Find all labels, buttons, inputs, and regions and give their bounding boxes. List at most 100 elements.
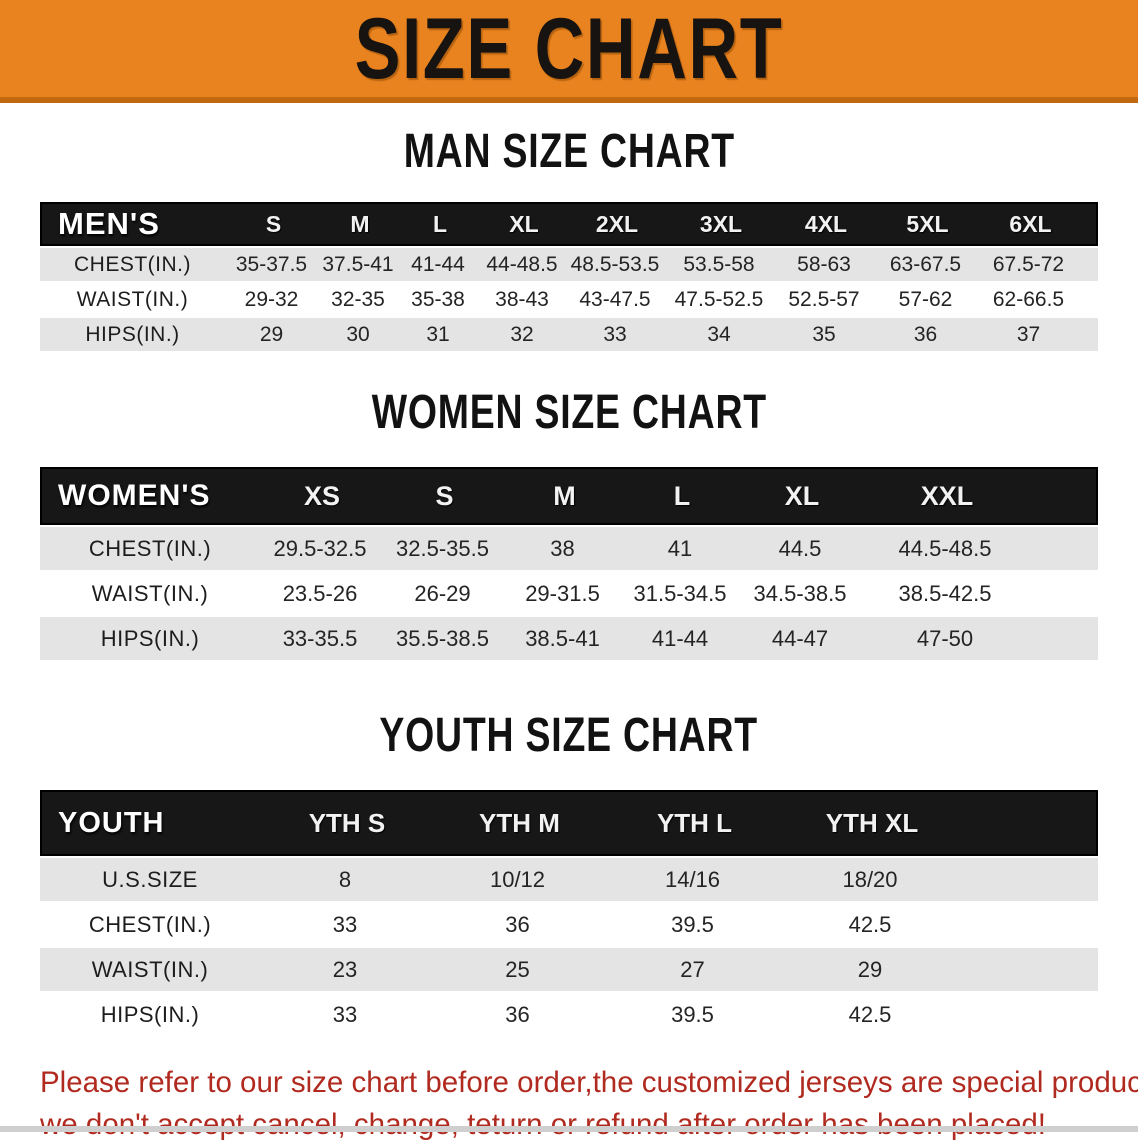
table-cell: 48.5-53.5 [570, 252, 660, 276]
men-section-heading-text: MAN SIZE CHART [403, 125, 735, 178]
row-label: HIPS(IN.) [85, 322, 180, 346]
men-size-table: MEN'S S M L XL 2XL 3XL 4XL 5XL 6XL CHEST(IN.) 35-37… [40, 202, 1098, 351]
row-label: CHEST(IN.) [88, 911, 212, 937]
table-cell: 32-35 [331, 287, 385, 311]
column-header: YTH S [308, 807, 386, 838]
table-cell: 10/12 [489, 866, 546, 892]
column-header: M [350, 210, 370, 237]
row-label: WAIST(IN.) [91, 580, 209, 606]
table-header-row: WOMEN'S XS S M L XL XXL [40, 467, 1098, 525]
table-row: HIPS(IN.) 29 30 31 32 33 34 35 36 37 [40, 318, 1098, 351]
column-header: XL [784, 480, 820, 511]
table-cell: 41-44 [411, 252, 465, 276]
table-cell: 41 [667, 535, 693, 561]
table-cell: 39.5 [671, 1001, 714, 1027]
table-cell: 35-37.5 [235, 252, 308, 276]
table-cell: 33 [603, 322, 627, 346]
table-cell: 30 [346, 322, 370, 346]
footer-note-line1: Please refer to our size chart before or… [40, 1066, 1138, 1099]
column-header: YTH L [656, 807, 733, 838]
women-size-table: WOMEN'S XS S M L XL XXL CHEST(IN.) 29.5-32.5 32.5… [40, 467, 1098, 660]
table-cell: 44.5 [778, 535, 822, 561]
table-cell: 53.5-58 [683, 252, 755, 276]
table-cell: 39.5 [671, 911, 714, 937]
table-row: HIPS(IN.) 33 36 39.5 42.5 [40, 993, 1098, 1036]
table-cell: 31 [426, 322, 450, 346]
bottom-strip [0, 1126, 1138, 1132]
table-cell: 62-66.5 [992, 287, 1065, 311]
table-cell: 57-62 [898, 287, 953, 311]
men-section-heading: MAN SIZE CHART [0, 103, 1138, 176]
table-cell: 47-50 [916, 625, 974, 651]
column-header: XS [303, 480, 341, 511]
table-cell: 43-47.5 [579, 287, 651, 311]
column-header: XXL [920, 480, 974, 511]
table-cell: 38.5-42.5 [898, 580, 992, 606]
column-header: 4XL [804, 210, 848, 237]
table-cell: 42.5 [848, 911, 892, 937]
women-section-heading: WOMEN SIZE CHART [0, 351, 1138, 437]
row-label: CHEST(IN.) [88, 535, 212, 561]
row-label: WAIST(IN.) [91, 956, 209, 982]
row-label: HIPS(IN.) [100, 625, 200, 651]
footer-note: Please refer to our size chart before or… [0, 1062, 1138, 1146]
column-header: L [432, 210, 448, 237]
table-cell: 25 [505, 956, 530, 982]
column-header: 2XL [595, 210, 639, 237]
table-cell: 35-38 [411, 287, 465, 311]
table-cell: 29-32 [244, 287, 299, 311]
column-header: 5XL [906, 210, 949, 237]
table-cell: 23 [332, 956, 358, 982]
table-cell: 41-44 [651, 625, 709, 651]
table-cell: 18/20 [842, 866, 898, 892]
column-header: S [435, 480, 454, 511]
column-header: M [553, 480, 576, 511]
table-cell: 37.5-41 [322, 252, 394, 276]
table-cell: 34.5-38.5 [753, 580, 847, 606]
table-cell: 67.5-72 [992, 252, 1065, 276]
table-row: WAIST(IN.) 23.5-26 26-29 29-31.5 31.5-34.5 34… [40, 572, 1098, 615]
table-cell: 27 [680, 956, 705, 982]
column-header: YTH XL [825, 807, 919, 838]
table-corner-label: WOMEN'S [58, 479, 211, 512]
row-label: WAIST(IN.) [76, 287, 189, 311]
row-label: U.S.SIZE [102, 866, 198, 892]
table-cell: 33-35.5 [282, 625, 358, 651]
youth-section-heading-text: YOUTH SIZE CHART [379, 709, 759, 762]
table-cell: 31.5-34.5 [633, 580, 727, 606]
table-cell: 29-31.5 [525, 580, 600, 606]
table-cell: 63-67.5 [889, 252, 962, 276]
table-cell: 37 [1016, 322, 1041, 346]
table-cell: 26-29 [414, 580, 471, 606]
table-cell: 52.5-57 [788, 287, 860, 311]
table-cell: 38-43 [495, 287, 549, 311]
column-header: 3XL [699, 210, 743, 237]
table-corner-label: MEN'S [58, 206, 160, 241]
table-row: WAIST(IN.) 23 25 27 29 [40, 948, 1098, 991]
table-header-row: YOUTH YTH S YTH M YTH L YTH XL [40, 790, 1098, 856]
table-cell: 29 [857, 956, 883, 982]
table-cell: 14/16 [664, 866, 721, 892]
table-cell: 44.5-48.5 [898, 535, 992, 561]
table-cell: 42.5 [848, 1001, 892, 1027]
table-cell: 35.5-38.5 [396, 625, 489, 651]
table-cell: 34 [707, 322, 731, 346]
table-row: CHEST(IN.) 35-37.5 37.5-41 41-44 44-48.5 48.5… [40, 248, 1098, 281]
table-cell: 35 [812, 322, 836, 346]
table-corner-label: YOUTH [58, 806, 165, 839]
table-row: WAIST(IN.) 29-32 32-35 35-38 38-43 43-47.5 47.… [40, 283, 1098, 316]
table-row: U.S.SIZE 8 10/12 14/16 18/20 [40, 858, 1098, 901]
table-row: CHEST(IN.) 33 36 39.5 42.5 [40, 903, 1098, 946]
column-header: 6XL [1009, 210, 1052, 237]
table-cell: 38.5-41 [525, 625, 600, 651]
table-cell: 44-47 [771, 625, 829, 651]
column-header: S [265, 210, 282, 237]
banner: SIZE CHART [0, 0, 1138, 103]
table-cell: 29.5-32.5 [273, 535, 367, 561]
column-header: XL [509, 210, 539, 237]
table-cell: 23.5-26 [282, 580, 358, 606]
table-cell: 32.5-35.5 [396, 535, 489, 561]
table-row: HIPS(IN.) 33-35.5 35.5-38.5 38.5-41 41-44 44-… [40, 617, 1098, 660]
table-cell: 32 [510, 322, 534, 346]
